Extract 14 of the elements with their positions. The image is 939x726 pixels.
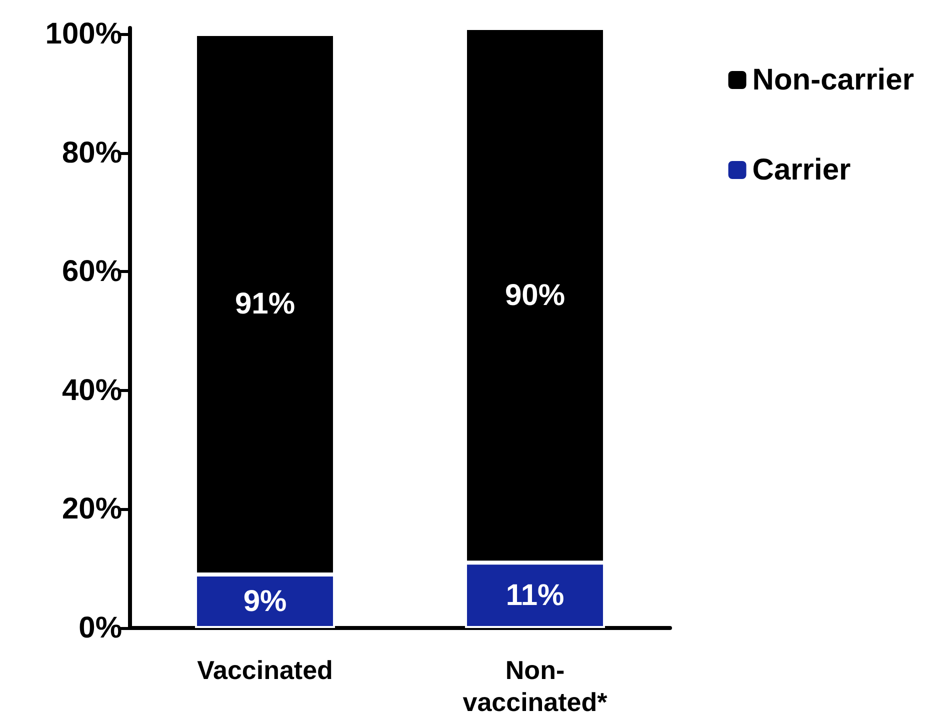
data-label: 11%	[506, 578, 564, 612]
x-tick-label: Non-vaccinated*	[462, 655, 608, 717]
data-label: 9%	[243, 584, 287, 618]
data-label: 91%	[234, 288, 296, 321]
x-tick-label: Vaccinated	[197, 655, 333, 685]
y-tick-label: 0%	[78, 612, 122, 644]
y-tick-label: 100%	[45, 17, 122, 50]
y-tick-label: 40%	[62, 374, 122, 407]
legend-label: Carrier	[752, 154, 851, 186]
y-tick-label: 20%	[62, 492, 122, 526]
y-tick-label: 80%	[62, 136, 122, 170]
y-tick-label: 60%	[62, 255, 122, 288]
data-label: 90%	[504, 278, 566, 312]
legend-label: Non-carrier	[752, 64, 914, 96]
